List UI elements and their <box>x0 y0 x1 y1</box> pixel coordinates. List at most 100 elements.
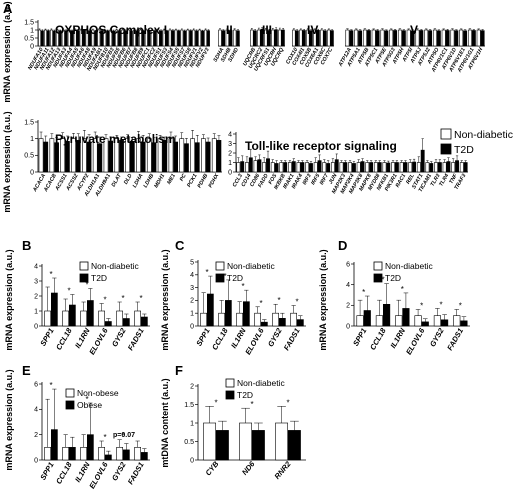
x-tick-label: CYB <box>203 459 220 477</box>
bar-series-2 <box>236 30 240 47</box>
bar-series-1 <box>186 29 190 47</box>
y-tick-label: 1.5 <box>184 402 194 409</box>
bar-series-2 <box>283 162 288 173</box>
bar-series-1 <box>203 422 217 461</box>
bar-series-1 <box>382 162 387 173</box>
p-value-annotation: p=0.07 <box>113 432 135 439</box>
y-tick-label: 0 <box>34 323 38 330</box>
bar-series-1 <box>371 29 376 47</box>
significance-star: * <box>362 288 365 297</box>
bar-series-1 <box>433 315 442 327</box>
bar-series-1 <box>116 447 124 461</box>
significance-star: * <box>49 270 52 279</box>
chart-title: IV <box>307 23 318 37</box>
legend-swatch <box>373 261 383 271</box>
x-tick-label: IRF7 <box>319 172 331 186</box>
significance-star: * <box>381 276 384 285</box>
bar-series-2 <box>454 30 459 47</box>
y-tick-label: 0 <box>34 457 38 464</box>
y-tick-label: 0 <box>30 43 34 50</box>
chart-group-7: 0 1 2 3 4 * SPP1 * CCL18 * IL1RN * ELOVL6 * GYS2 * FADS1… <box>4 249 150 356</box>
bar-series-2 <box>386 162 391 173</box>
significance-star: * <box>223 272 226 281</box>
bar-series-2 <box>123 318 130 327</box>
bar-series-2 <box>123 449 130 461</box>
bar-series-2 <box>274 163 279 173</box>
bar-series-1 <box>44 447 52 461</box>
bar-series-2 <box>334 159 339 173</box>
bar-series-2 <box>349 30 354 47</box>
bar-series-2 <box>281 29 285 47</box>
chart-group-8: 0 1 2 3 4 5 * SPP1 * CCL18 * IL1RN * ELOVL6 * GYS2 * FADS… <box>160 249 306 356</box>
y-tick-label: 4 <box>228 131 232 138</box>
bar-series-1 <box>375 315 384 327</box>
bar-series-1 <box>98 310 106 327</box>
x-tick-label: IL1RN <box>73 326 92 350</box>
bar-series-1 <box>190 138 195 173</box>
bar-series-2 <box>382 303 391 327</box>
bar-series-1 <box>278 29 282 47</box>
bar-series-2 <box>252 430 265 461</box>
bar-series-2 <box>257 159 262 173</box>
bar-series-2 <box>69 304 76 327</box>
bar-series-1 <box>270 162 275 173</box>
bar-series-2 <box>141 316 148 327</box>
bar-series-2 <box>360 161 365 173</box>
panel-label-d: D <box>338 238 347 253</box>
bar-series-2 <box>428 30 433 47</box>
bar-series-2 <box>351 163 356 173</box>
chart-title: Toll-like receptor signaling <box>245 139 397 153</box>
panel-label-f: F <box>175 363 183 378</box>
bar-series-1 <box>272 312 279 327</box>
bar-series-2 <box>86 141 92 173</box>
bar-series-1 <box>459 162 464 173</box>
bar-series-2 <box>205 141 211 173</box>
x-tick-label: JUN <box>328 173 339 185</box>
bar-series-2 <box>184 143 189 173</box>
bar-series-1 <box>348 162 352 173</box>
bar-series-1 <box>218 29 222 47</box>
bar-series-2 <box>393 30 398 47</box>
bar-series-2 <box>300 162 305 173</box>
bar-series-1 <box>459 29 464 47</box>
bar-series-2 <box>455 160 459 173</box>
y-tick-label: 2 <box>346 303 350 310</box>
significance-star: * <box>439 300 442 309</box>
bar-series-1 <box>116 310 124 327</box>
bar-series-1 <box>192 29 196 47</box>
chart-group-4: ATP12AATP5A1ATP5BATP5C1ATP5EATP5G3ATP5HA… <box>337 23 485 74</box>
bar-series-2 <box>436 30 441 47</box>
significance-star: * <box>214 398 217 407</box>
bar-series-1 <box>442 162 447 173</box>
bar-series-1 <box>320 29 324 47</box>
bar-series-1 <box>44 29 47 47</box>
bar-series-1 <box>365 162 370 173</box>
significance-star: * <box>295 298 298 307</box>
bar-series-1 <box>134 310 142 327</box>
legend-swatch <box>79 273 89 283</box>
bar-series-1 <box>198 29 202 47</box>
legend-label: T2D <box>227 273 243 283</box>
y-tick-label: 1 <box>190 311 194 318</box>
y-axis-label: mRNA expression (a.u.) <box>318 249 328 350</box>
bar-series-2 <box>171 30 175 47</box>
significance-star: * <box>205 268 208 277</box>
y-tick-label: 1 <box>190 420 194 427</box>
bar-series-2 <box>421 321 429 327</box>
chart-title: II <box>226 23 233 37</box>
x-tick-label: ELOVL6 <box>87 460 110 490</box>
bar-series-1 <box>262 162 267 173</box>
bar-series-1 <box>416 162 421 173</box>
x-tick-label: CCL18 <box>368 326 388 352</box>
chart-group-0: 00.511.5NDUFA10NDUFA11NDUFA12NDUFA13NDUF… <box>2 1 211 102</box>
y-tick-label: 0.5 <box>24 35 34 42</box>
bar-series-2 <box>296 319 304 327</box>
bar-series-2 <box>403 162 408 173</box>
bar-series-1 <box>290 312 297 327</box>
x-tick-label: SPP1 <box>38 461 55 482</box>
bar-series-2 <box>480 30 485 47</box>
y-axis-label: mtDNA content (a.u.) <box>160 378 170 467</box>
y-tick-label: 1.5 <box>24 119 34 126</box>
